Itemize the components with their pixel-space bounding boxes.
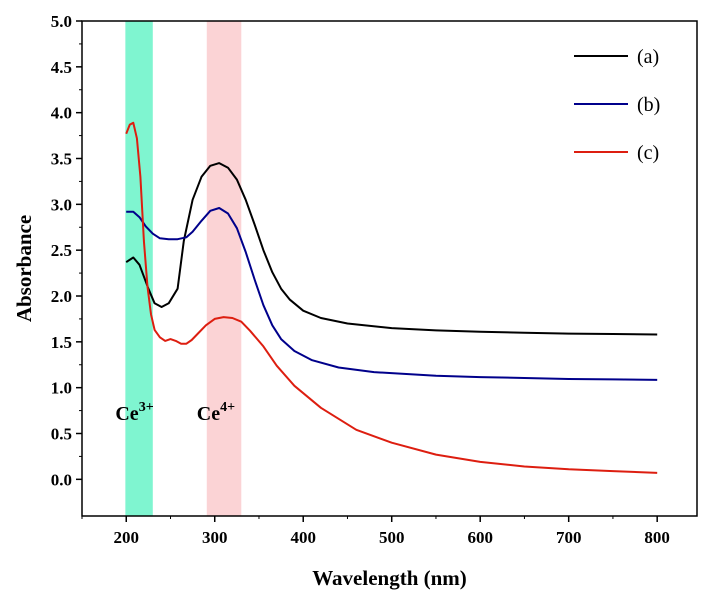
band-label-sup: 3+: [139, 400, 154, 415]
y-tick-label: 2.5: [51, 241, 72, 260]
series-line-1: [126, 207, 658, 381]
band-label-base: Ce: [197, 403, 220, 425]
legend-label-0: (a): [637, 46, 659, 68]
y-tick-label: 3.5: [51, 150, 72, 169]
y-tick-label: 4.5: [51, 58, 72, 77]
y-tick-label: 3.0: [51, 195, 72, 214]
band-label-sup: 4+: [220, 400, 235, 415]
x-tick-label: 300: [202, 528, 228, 547]
x-tick-label: 700: [556, 528, 582, 547]
band-label-0: Ce3+: [115, 400, 153, 425]
bands-layer: [125, 21, 242, 516]
y-tick-label: 5.0: [51, 12, 72, 31]
x-axis-ticks: 200 300 400 500 600 700 800: [81, 516, 670, 547]
y-axis-ticks: 0.0 0.5 1.0 1.5 2.0 2.5 3.0 3.5 4.0 4.5 5.0: [51, 12, 82, 489]
legend-label-1: (b): [637, 94, 660, 116]
band-1: [206, 21, 242, 516]
band-0: [125, 21, 153, 516]
y-tick-label: 0.5: [51, 425, 72, 444]
legend: (a) (b) (c): [574, 46, 660, 164]
band-labels: Ce3+ Ce4+: [115, 400, 235, 425]
plot-frame: [81, 20, 698, 517]
y-axis-title: Absorbance: [12, 215, 36, 322]
x-tick-label: 500: [379, 528, 405, 547]
y-tick-label: 2.0: [51, 287, 72, 306]
x-axis-title: Wavelength (nm): [312, 566, 467, 590]
x-tick-label: 800: [644, 528, 670, 547]
x-tick-label: 200: [113, 528, 139, 547]
series-line-0: [125, 162, 658, 336]
legend-label-2: (c): [637, 142, 659, 164]
band-label-1: Ce4+: [197, 400, 235, 425]
x-tick-label: 400: [290, 528, 316, 547]
series-line-2: [125, 121, 658, 474]
y-tick-label: 4.0: [51, 104, 72, 123]
y-tick-label: 0.0: [51, 470, 72, 489]
y-tick-label: 1.5: [51, 333, 72, 352]
x-tick-label: 600: [467, 528, 493, 547]
y-tick-label: 1.0: [51, 379, 72, 398]
band-label-base: Ce: [115, 403, 138, 425]
series-layer: [125, 121, 658, 474]
